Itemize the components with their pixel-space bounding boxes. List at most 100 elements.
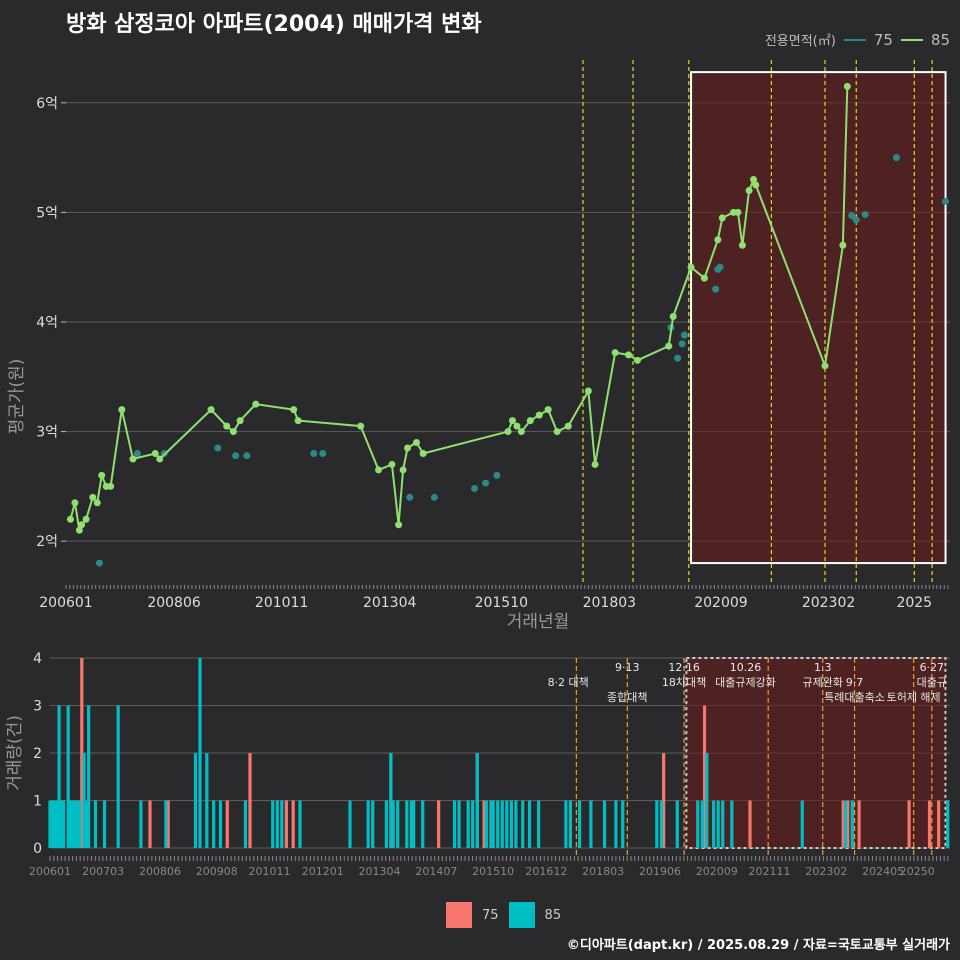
point-85 [388,460,396,468]
bar-85 [716,800,720,848]
y-tick-label-bar: 4 [33,651,42,667]
y-tick-label-bar: 0 [33,841,42,857]
policy-annotation: 9·7 [846,676,864,689]
x-tick-label: 202302 [802,595,855,611]
legend-swatch-75 [843,38,866,41]
bar-85 [391,800,395,848]
bar-75 [748,800,752,848]
x-tick-label-bar: 201011 [249,865,291,878]
bar-85 [389,753,393,848]
bar-85 [589,800,593,848]
point-85 [718,214,726,222]
point-85 [591,460,599,468]
bar-85 [87,705,91,848]
bar-85 [52,800,57,848]
point-85 [223,422,231,430]
x-tick-label-bar: 200806 [139,865,181,878]
y-tick-label: 2억 [36,534,58,550]
point-85 [375,466,383,474]
x-tick-label-bar: 202302 [805,865,847,878]
bar-85 [521,800,525,848]
bar-85 [371,800,375,848]
point-85 [236,417,244,425]
bar-85 [655,800,659,848]
point-75 [493,471,501,479]
legend-top: 전용면적(㎡) 75 85 [765,30,950,50]
point-75 [95,559,103,567]
policy-annotation: 18차대책 [662,676,706,689]
bar-85 [614,800,618,848]
x-tick-label-bar: 201803 [582,865,624,878]
bar-75 [225,800,229,848]
point-75 [861,211,869,219]
point-75 [852,216,860,224]
line-85 [69,86,849,534]
policy-annotation: 6·27 [920,661,945,674]
point-85 [75,526,83,534]
point-85 [89,493,97,501]
bar-85 [475,753,479,848]
point-85 [78,521,86,529]
y-tick-label: 4억 [36,315,58,331]
bar-85 [730,800,734,848]
point-85 [750,176,758,184]
legend-bottom-label-75: 75 [482,907,499,923]
bar-85 [198,658,202,848]
point-75 [319,449,327,457]
x-tick-label-bar: 200601 [29,865,71,878]
bar-85 [466,800,470,848]
point-85 [611,349,619,357]
policy-annotation: 8·2 대책 [548,676,589,689]
bar-85 [405,800,409,848]
y-axis-label: 평균가(원) [7,359,27,435]
bar-75 [841,800,845,848]
point-75 [133,449,141,457]
bar-85 [800,800,804,848]
x-tick-label-bar: 200908 [196,865,238,878]
bar-85 [505,800,509,848]
legend-bottom: 75 85 [446,902,561,928]
point-75 [214,444,222,452]
bar-85 [496,800,500,848]
x-axis-label: 거래년월 [507,612,570,632]
bar-85 [212,800,216,848]
bar-85 [348,800,352,848]
point-85 [93,499,101,507]
bar-85 [577,800,582,848]
point-85 [118,406,126,414]
point-85 [129,455,137,463]
point-75 [848,212,856,220]
x-tick-label-bar: 200703 [82,865,124,878]
x-tick-label-bar: 202111 [749,865,791,878]
point-85 [544,406,552,414]
bar-85 [68,800,73,848]
bar-85 [457,800,461,848]
x-tick-label-bar: 201201 [302,865,344,878]
bar-85 [500,800,504,848]
point-75 [942,197,950,205]
point-75 [678,340,686,348]
bar-85 [84,800,88,848]
highlight-box [690,71,947,565]
point-75 [430,493,438,501]
bar-85 [396,800,400,848]
policy-annotation: 토허제 해제 [887,690,941,704]
point-85 [752,181,760,189]
bar-85 [298,800,302,848]
bar-85 [527,800,532,848]
point-85 [553,428,561,436]
point-75 [482,479,490,487]
bar-75 [284,800,288,848]
point-75 [310,449,318,457]
point-85 [669,313,677,320]
bar-85 [675,800,679,848]
policy-annotation: 10.26 [730,661,762,674]
point-75 [712,285,720,293]
bar-85 [62,800,66,848]
y-tick-label-bar: 3 [33,699,42,715]
bar-85 [139,800,143,848]
x-tick-label-bar: 202009 [696,865,738,878]
y-axis-label-bar: 거래량(건) [5,715,25,791]
bar-75 [437,800,441,848]
